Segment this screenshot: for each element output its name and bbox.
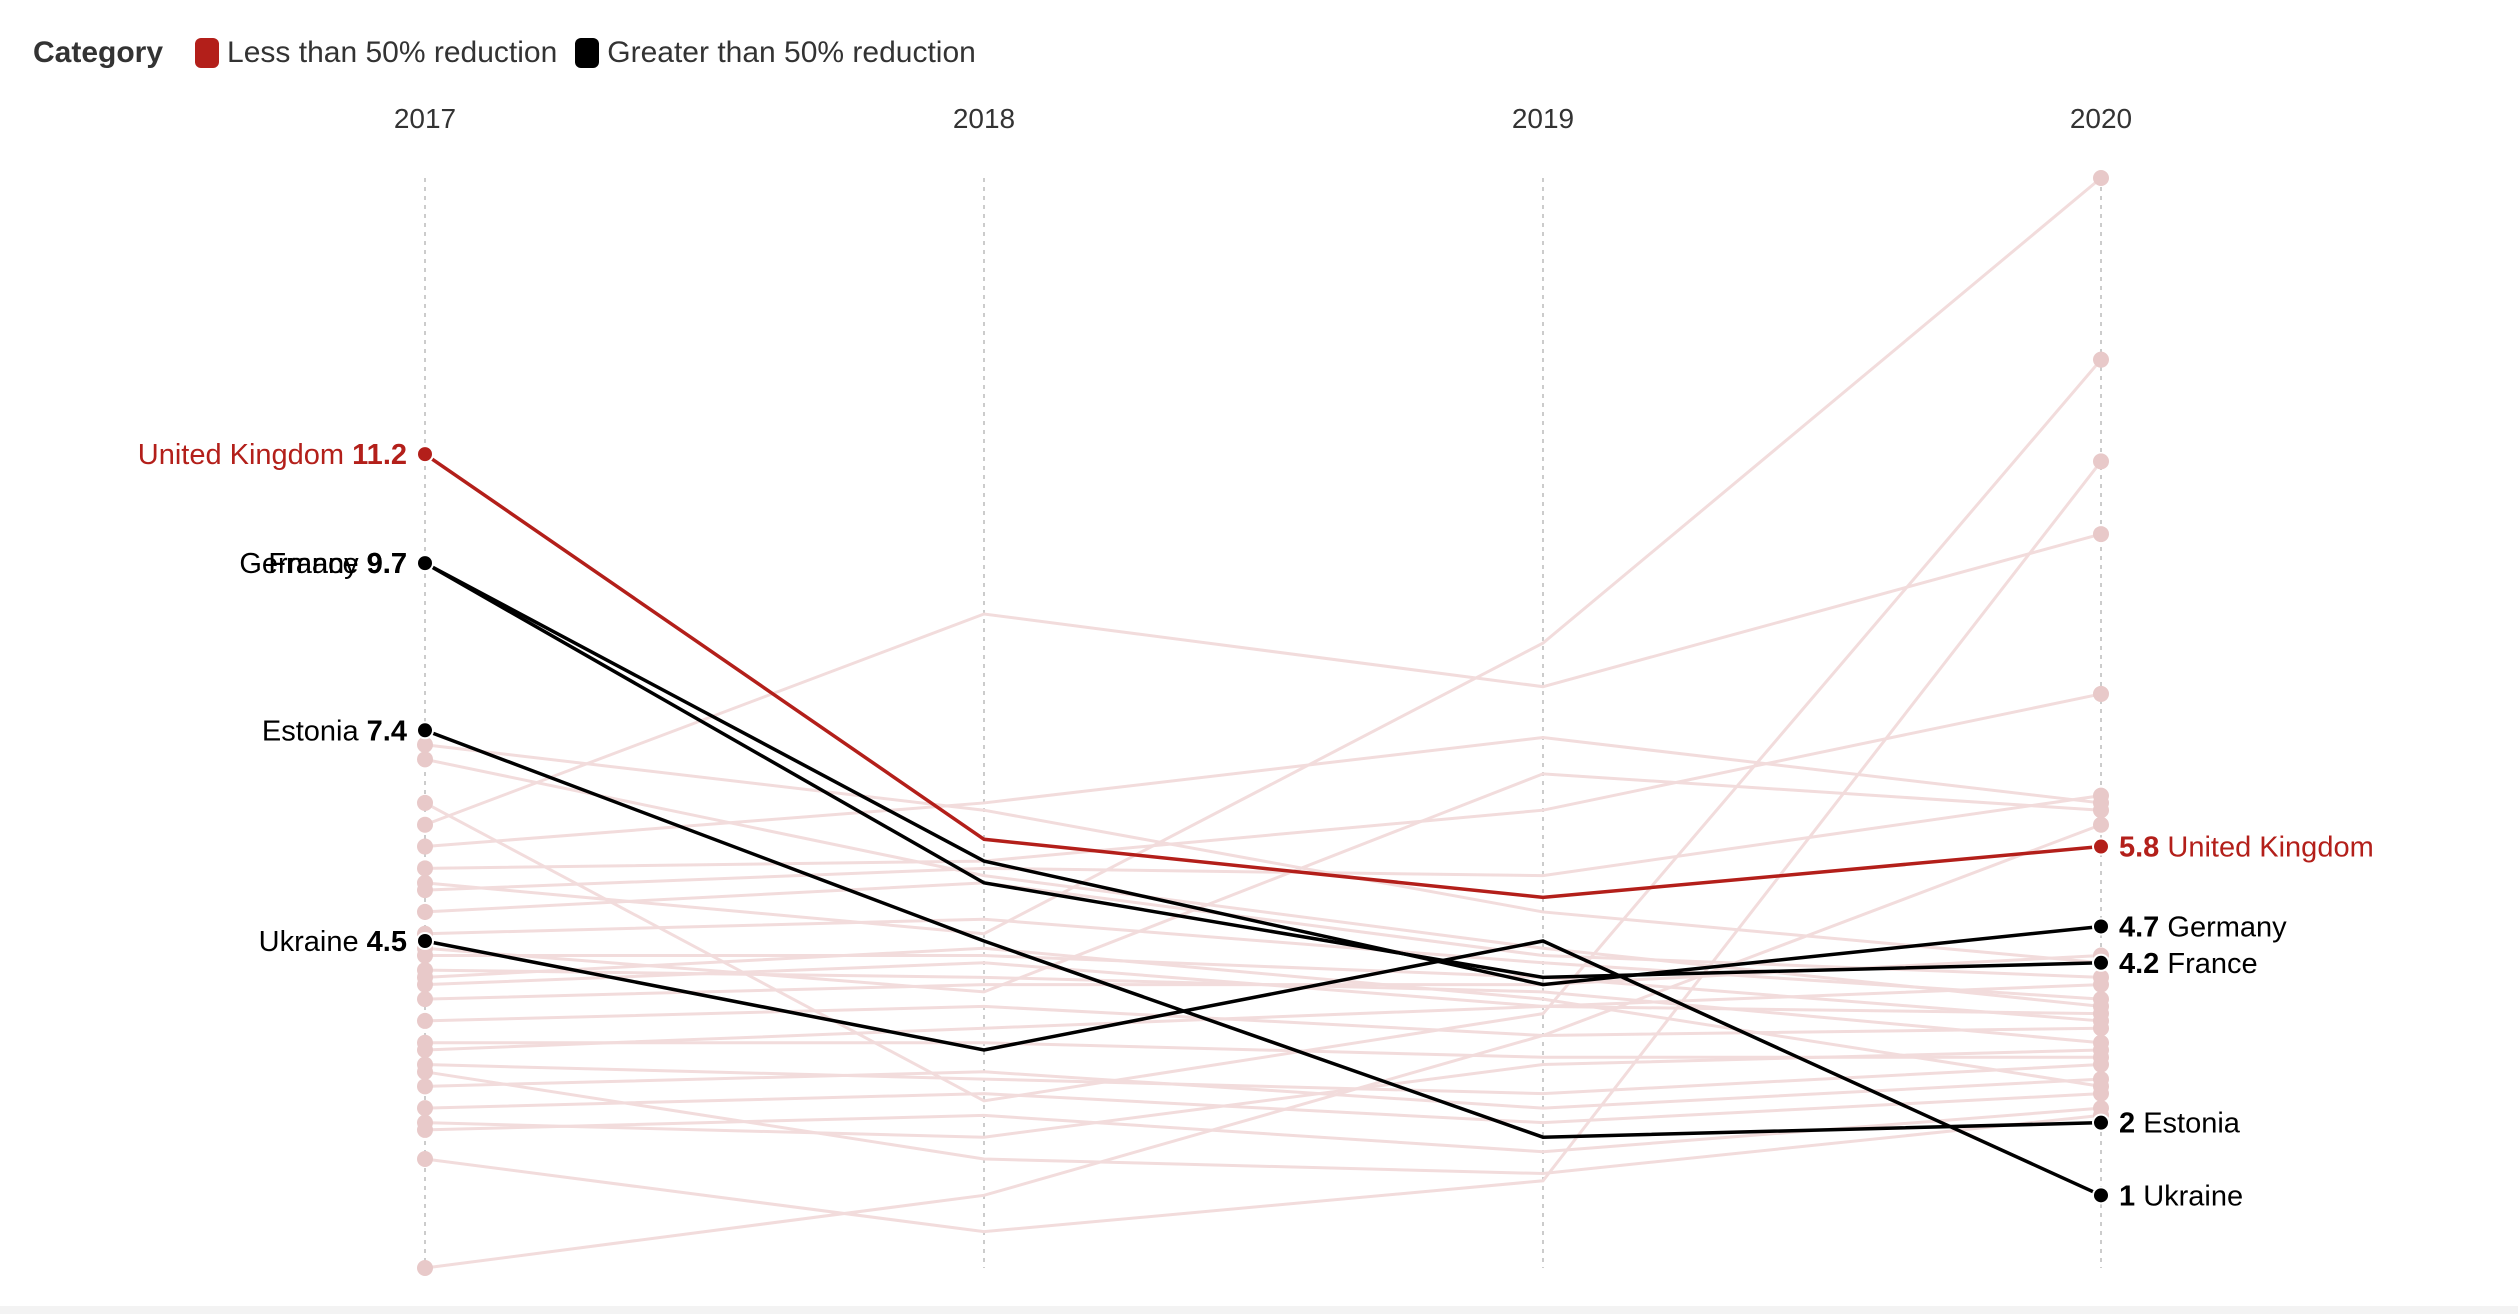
series-point-united-kingdom[interactable] [2092,837,2110,856]
background-point [417,1100,433,1117]
background-point [2093,816,2109,833]
series-point-ukraine[interactable] [2092,1186,2110,1205]
background-line [424,176,2102,936]
legend-item-less[interactable]: Less than 50% reduction [195,36,557,70]
series-line-germany[interactable] [424,561,2102,987]
background-point [2093,1056,2109,1073]
background-point [2093,351,2109,368]
background-line [424,532,2102,827]
background-line [425,954,2102,1023]
left-label-france: France 9.7 [268,548,407,580]
background-point [417,1012,433,1029]
background-line [424,1092,2102,1125]
background-line [424,1063,2102,1096]
background-line [424,743,2102,965]
background-line [424,736,2102,849]
series-line-france[interactable] [424,561,2102,980]
background-point [2093,802,2109,819]
legend-title: Category [33,36,164,69]
series-point-france[interactable] [2092,953,2110,972]
background-line [424,1004,2102,1037]
background-point [417,816,433,833]
background-point [417,1042,433,1058]
series-point-estonia[interactable] [416,721,434,740]
series-point-ukraine[interactable] [416,932,434,950]
legend-swatch-greater [575,38,600,68]
background-point [2093,1042,2109,1058]
background-point [417,991,433,1008]
background-line [424,794,2102,892]
year-label-2020: 2020 [2070,103,2132,134]
background-line [424,1004,2102,1052]
background-point [2093,453,2109,470]
background-series [417,170,2109,1276]
left-label-ukraine: Ukraine 4.5 [259,926,407,958]
background-point [417,751,433,768]
series-point-france[interactable] [416,554,434,573]
year-label-2019: 2019 [1512,103,1574,134]
background-point [417,969,433,986]
background-point [417,1063,433,1080]
legend-label-greater: Greater than 50% reduction [607,36,976,69]
background-line [424,692,2102,870]
right-label-estonia: 2 Estonia [2119,1108,2241,1140]
background-line [424,358,2103,1103]
background-point [417,874,433,891]
left-label-germany: Germany 9.7 [239,548,407,580]
series-line-united-kingdom[interactable] [424,452,2102,900]
background-line [424,954,2102,1001]
right-label-united-kingdom: 5.8 United Kingdom [2119,832,2374,864]
background-point [417,838,433,855]
right-label-ukraine: 1 Ukraine [2119,1180,2243,1212]
background-line [424,772,2102,994]
background-point [2093,685,2109,702]
background-line [424,1070,2102,1110]
background-line [424,917,2102,1001]
background-point [2093,170,2109,186]
background-point [2093,1078,2109,1095]
year-label-2018: 2018 [953,103,1015,134]
background-line [424,460,2103,1234]
series-line-estonia[interactable] [424,728,2102,1139]
legend-label-less: Less than 50% reduction [227,36,558,69]
background-point [417,1151,433,1167]
year-label-2017: 2017 [394,103,456,134]
bottom-divider [0,1306,2518,1314]
background-point [417,903,433,920]
year-labels: 2017 2018 2019 2020 [394,103,2132,134]
background-point [417,860,433,877]
series-labels: United Kingdom 11.2 5.8 United Kingdom Ger… [138,439,2374,1212]
series-point-germany[interactable] [2092,917,2110,936]
background-point [2093,976,2109,993]
legend-item-greater[interactable]: Greater than 50% reduction [575,36,976,70]
background-point [417,736,433,753]
background-line [424,823,2102,1270]
background-line [424,946,2102,1088]
series-line-ukraine[interactable] [424,939,2102,1197]
legend: Category Less than 50% reduction Greater… [33,30,994,76]
right-label-germany: 4.7 Germany [2119,911,2287,943]
background-point [417,1078,433,1095]
legend-swatch-less [195,38,220,68]
background-point [417,1260,433,1276]
background-line [424,1070,2102,1176]
series-point-united-kingdom[interactable] [416,445,434,464]
background-point [417,794,433,811]
background-line [424,1048,2102,1139]
left-label-united-kingdom: United Kingdom 11.2 [138,439,407,471]
background-point [2093,991,2109,1008]
background-point [2093,526,2109,543]
right-label-france: 4.2 France [2119,948,2258,980]
year-gridlines [424,178,2102,1268]
series-point-estonia[interactable] [2092,1113,2110,1132]
background-point [2093,1020,2109,1037]
background-point [2093,787,2109,804]
background-line [424,757,2102,1008]
background-line [424,881,2102,979]
background-point [417,1114,433,1131]
left-label-estonia: Estonia 7.4 [262,715,407,747]
background-point [2093,1005,2109,1022]
highlighted-series [416,445,2110,1205]
